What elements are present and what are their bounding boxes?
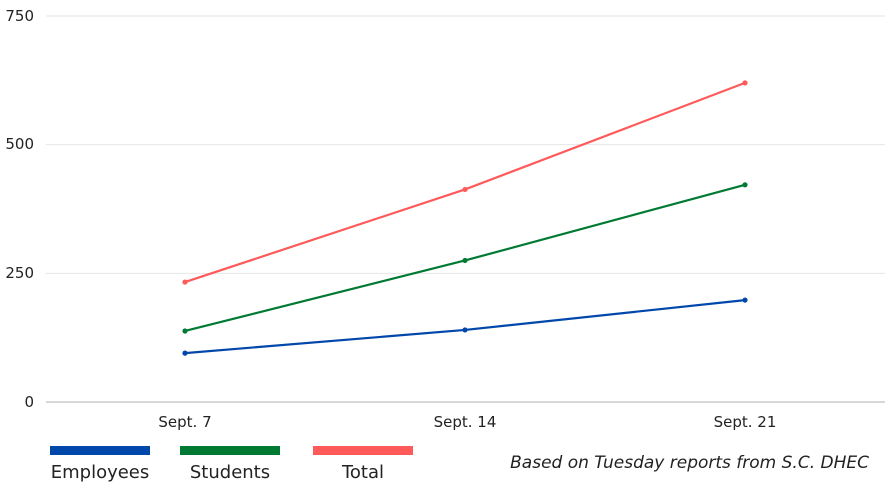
source-note: Based on Tuesday reports from S.C. DHEC — [510, 453, 869, 473]
x-tick-sept-7: Sept. 7 — [158, 413, 212, 431]
series-line-total — [184, 81, 746, 284]
y-tick-500: 500 — [5, 135, 34, 153]
y-tick-0: 0 — [24, 393, 34, 411]
data-point-employees — [742, 297, 748, 303]
series-line-employees — [184, 299, 746, 355]
data-point-students — [462, 257, 468, 264]
x-tick-sept-21: Sept. 21 — [713, 413, 777, 431]
legend-swatch-employees — [50, 446, 150, 455]
legend-label-total: Total — [341, 462, 385, 483]
gridlines — [46, 15, 885, 403]
legend-swatch-students — [180, 446, 280, 455]
y-tick-250: 250 — [5, 264, 34, 282]
data-point-students — [182, 328, 188, 334]
data-point-total — [182, 279, 188, 285]
data-point-students — [742, 182, 748, 188]
y-tick-750: 750 — [5, 7, 34, 25]
legend-label-employees: Employees — [50, 462, 150, 483]
legend-label-students: Students — [189, 462, 271, 483]
series-lines — [182, 80, 748, 356]
data-point-employees — [462, 327, 468, 333]
data-point-total — [742, 80, 748, 86]
data-point-employees — [182, 350, 188, 356]
data-point-total — [462, 186, 468, 193]
legend-swatch-total — [313, 446, 413, 455]
x-tick-sept-14: Sept. 14 — [433, 413, 497, 431]
